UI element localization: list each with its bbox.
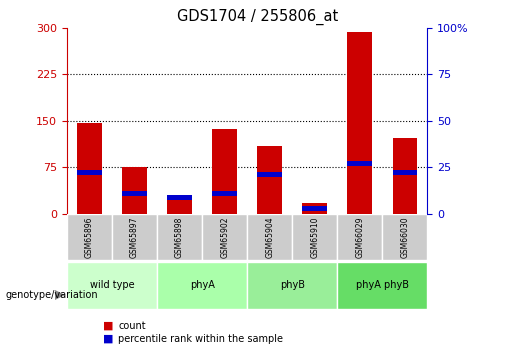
Bar <box>302 203 327 214</box>
Bar <box>337 262 427 309</box>
Text: GSM65896: GSM65896 <box>85 216 94 258</box>
Bar <box>167 197 192 214</box>
Text: GSM65902: GSM65902 <box>220 216 229 258</box>
Bar <box>293 214 337 260</box>
Text: phyA: phyA <box>190 280 215 290</box>
Text: count: count <box>118 321 146 331</box>
Bar <box>112 214 157 260</box>
Bar <box>77 170 102 175</box>
Text: GSM65897: GSM65897 <box>130 216 139 258</box>
Bar <box>122 191 147 196</box>
Text: percentile rank within the sample: percentile rank within the sample <box>118 334 283 344</box>
Bar <box>202 214 247 260</box>
Text: phyA phyB: phyA phyB <box>356 280 409 290</box>
Text: GSM65898: GSM65898 <box>175 217 184 258</box>
Bar <box>247 214 293 260</box>
Bar <box>258 172 282 177</box>
Bar <box>212 129 237 214</box>
Text: wild type: wild type <box>90 280 134 290</box>
Text: phyB: phyB <box>280 280 305 290</box>
Bar <box>382 214 427 260</box>
Bar <box>302 206 327 211</box>
Bar <box>247 262 337 309</box>
Bar <box>122 167 147 214</box>
Text: ■: ■ <box>103 334 113 344</box>
Bar <box>337 214 382 260</box>
Bar <box>258 146 282 214</box>
Bar <box>392 138 417 214</box>
Bar <box>67 262 157 309</box>
Bar <box>67 214 112 260</box>
Text: GDS1704 / 255806_at: GDS1704 / 255806_at <box>177 9 338 25</box>
Text: GSM66030: GSM66030 <box>401 216 409 258</box>
Bar <box>212 191 237 196</box>
Bar <box>157 262 247 309</box>
Text: GSM66029: GSM66029 <box>355 216 364 258</box>
Text: GSM65904: GSM65904 <box>265 216 274 258</box>
Text: GSM65910: GSM65910 <box>311 216 319 258</box>
Bar <box>348 32 372 214</box>
Bar <box>392 170 417 175</box>
Bar <box>77 123 102 214</box>
Bar <box>157 214 202 260</box>
Bar <box>167 195 192 200</box>
Text: genotype/variation: genotype/variation <box>5 290 98 300</box>
Text: ■: ■ <box>103 321 113 331</box>
Bar <box>348 161 372 166</box>
